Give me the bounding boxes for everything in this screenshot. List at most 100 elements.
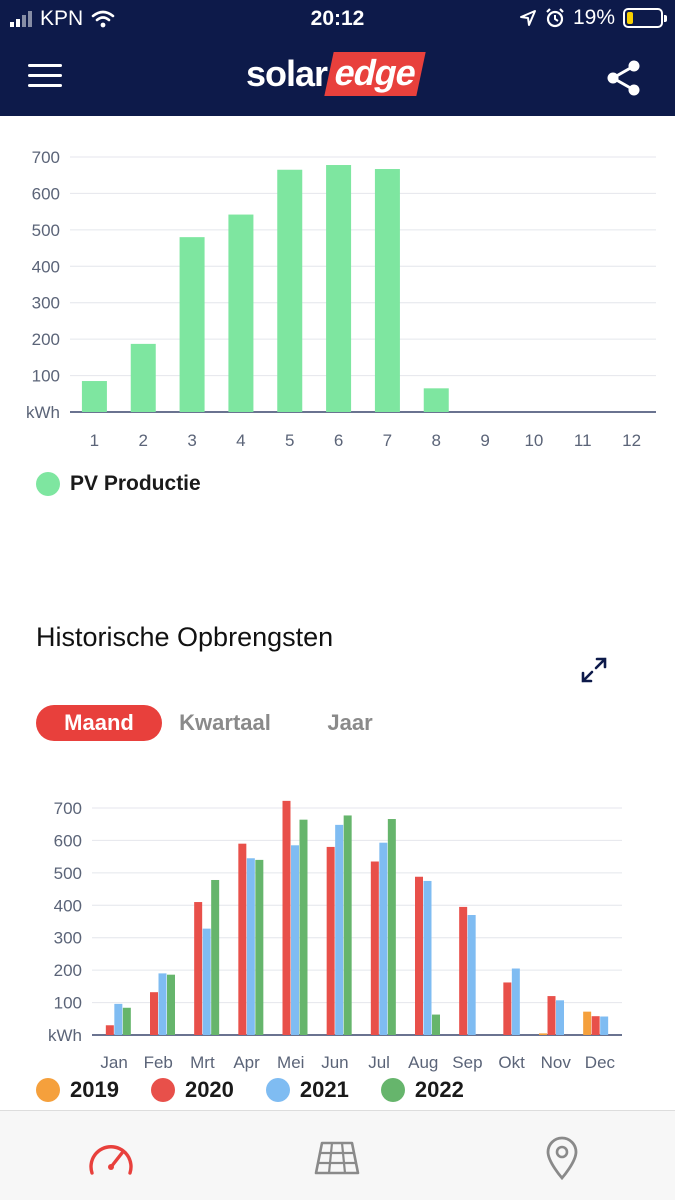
bar-2020-apr[interactable] xyxy=(238,843,247,1035)
legend-label-2021: 2021 xyxy=(299,1077,349,1102)
legend-swatch xyxy=(265,1078,290,1102)
bar-2019-dec[interactable] xyxy=(583,1011,592,1035)
x-tick-label: 3 xyxy=(187,431,196,450)
bar-pv-productie-7[interactable] xyxy=(374,169,400,412)
y-tick-label: 100 xyxy=(54,994,82,1013)
bar-2020-mrt[interactable] xyxy=(194,902,203,1035)
bar-pv-productie-3[interactable] xyxy=(179,237,205,412)
bar-2020-okt[interactable] xyxy=(503,982,512,1035)
tab-maand[interactable]: Maand xyxy=(36,705,162,741)
location-icon xyxy=(519,10,536,26)
bar-2020-nov[interactable] xyxy=(547,996,556,1035)
bar-2022-mei[interactable] xyxy=(299,819,308,1035)
bar-pv-productie-4[interactable] xyxy=(228,214,254,412)
tab-kwartaal[interactable]: Kwartaal xyxy=(179,710,271,735)
y-tick-label: 100 xyxy=(32,367,60,386)
legend-label-2022: 2022 xyxy=(414,1077,464,1102)
bar-2020-jul[interactable] xyxy=(370,861,379,1035)
bar-pv-productie-6[interactable] xyxy=(326,165,352,412)
bar-2022-feb[interactable] xyxy=(167,974,175,1035)
share-icon[interactable] xyxy=(604,58,644,98)
legend-item-2019: 2019 xyxy=(36,1077,119,1103)
section-title: Historische Opbrengsten xyxy=(36,622,334,652)
bar-2020-mei[interactable] xyxy=(282,800,291,1035)
legend-swatch xyxy=(36,1078,60,1102)
x-tick-label: 5 xyxy=(285,431,294,450)
bar-pv-productie-2[interactable] xyxy=(130,343,156,412)
alarm-icon xyxy=(546,8,564,28)
x-tick-label: Aug xyxy=(408,1053,438,1072)
bar-2020-jun[interactable] xyxy=(326,846,335,1035)
status-bar: KPN 20:12 19% xyxy=(0,0,675,36)
location-pin-icon[interactable] xyxy=(537,1135,587,1181)
x-tick-label: 2 xyxy=(139,431,148,450)
x-tick-label: 11 xyxy=(574,431,592,450)
bar-2021-apr[interactable] xyxy=(246,858,255,1035)
bar-2021-jun[interactable] xyxy=(335,824,344,1035)
solar-panel-layout-icon[interactable] xyxy=(312,1135,362,1181)
x-tick-label: Mrt xyxy=(190,1053,215,1072)
bar-pv-productie-1[interactable] xyxy=(81,381,107,412)
y-tick-label: 700 xyxy=(54,799,82,818)
bar-2021-okt[interactable] xyxy=(511,968,520,1035)
tab-jaar[interactable]: Jaar xyxy=(327,710,373,735)
y-tick-label: kWh xyxy=(48,1026,82,1045)
logo-text-edge: edge xyxy=(324,52,426,96)
battery-percentage: 19% xyxy=(572,6,615,29)
bar-2021-sep[interactable] xyxy=(467,915,476,1035)
bar-2021-feb[interactable] xyxy=(158,973,167,1035)
clock: 20:12 xyxy=(310,7,365,30)
wifi-icon xyxy=(91,10,115,28)
logo-text-solar: solar xyxy=(246,53,328,94)
x-tick-label: 6 xyxy=(334,431,343,450)
bar-2020-sep[interactable] xyxy=(459,906,468,1035)
bar-pv-productie-8[interactable] xyxy=(423,388,449,412)
bar-2022-jul[interactable] xyxy=(387,819,396,1035)
status-left: KPN xyxy=(10,7,115,31)
bar-2021-mei[interactable] xyxy=(291,845,299,1035)
y-tick-label: kWh xyxy=(26,403,60,422)
y-tick-label: 600 xyxy=(32,184,60,203)
bar-2022-aug[interactable] xyxy=(432,1014,440,1035)
x-tick-label: Feb xyxy=(144,1053,173,1072)
y-tick-label: 200 xyxy=(54,961,82,980)
x-tick-label: 9 xyxy=(480,431,489,450)
x-tick-label: Jan xyxy=(100,1053,127,1072)
legend-label-pv-productie: PV Productie xyxy=(70,472,201,495)
bar-2019-nov[interactable] xyxy=(539,1033,547,1035)
status-right: 19% xyxy=(519,6,667,30)
y-tick-label: 500 xyxy=(32,221,60,240)
bar-pv-productie-5[interactable] xyxy=(277,169,303,412)
bar-2022-jan[interactable] xyxy=(122,1007,131,1035)
legend-swatch xyxy=(150,1078,175,1102)
bar-2020-jan[interactable] xyxy=(105,1025,114,1035)
legend-label-2019: 2019 xyxy=(70,1077,119,1102)
bar-2022-mrt[interactable] xyxy=(211,879,220,1035)
bar-2021-jul[interactable] xyxy=(379,842,388,1035)
bar-2020-feb[interactable] xyxy=(150,992,158,1035)
solaredge-logo: solar edge xyxy=(246,52,426,96)
carrier-label: KPN xyxy=(40,7,84,30)
dashboard-gauge-icon[interactable] xyxy=(86,1135,136,1181)
legend-item-2020: 2020 xyxy=(150,1077,234,1103)
x-tick-label: Sep xyxy=(452,1053,482,1072)
x-tick-label: Jun xyxy=(321,1053,348,1072)
bar-2021-jan[interactable] xyxy=(114,1003,123,1035)
bar-2020-dec[interactable] xyxy=(591,1016,600,1035)
bar-2021-aug[interactable] xyxy=(423,880,432,1035)
x-tick-label: 8 xyxy=(432,431,441,450)
bar-2021-nov[interactable] xyxy=(556,1000,564,1035)
y-tick-label: 200 xyxy=(32,330,60,349)
x-tick-label: 10 xyxy=(524,431,543,450)
bar-2022-apr[interactable] xyxy=(255,859,264,1035)
y-tick-label: 500 xyxy=(54,864,82,883)
bar-2021-dec[interactable] xyxy=(600,1016,609,1035)
bar-2020-aug[interactable] xyxy=(415,876,423,1035)
hamburger-menu-icon[interactable] xyxy=(28,64,62,88)
x-tick-label: Mei xyxy=(277,1053,304,1072)
bar-2021-mrt[interactable] xyxy=(202,928,211,1035)
battery-icon xyxy=(623,8,667,28)
expand-icon[interactable] xyxy=(580,656,608,684)
bar-2022-jun[interactable] xyxy=(343,815,352,1035)
